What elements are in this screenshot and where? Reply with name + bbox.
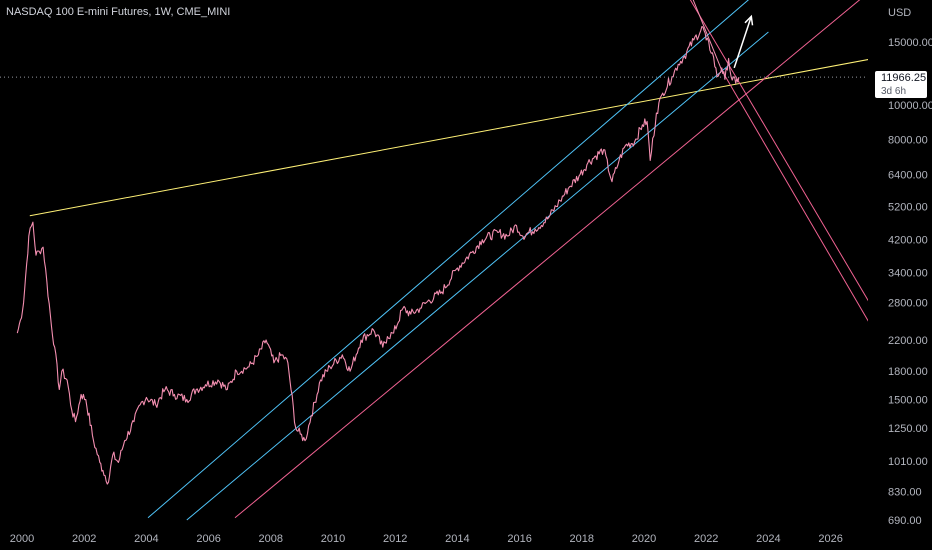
y-tick-label: 1250.00 bbox=[888, 423, 928, 435]
trend-line[interactable] bbox=[721, 70, 884, 347]
x-tick-label: 2008 bbox=[259, 533, 283, 545]
y-tick-label: 830.00 bbox=[888, 486, 922, 498]
trend-line[interactable] bbox=[689, 0, 723, 71]
y-tick-label: 1500.00 bbox=[888, 395, 928, 407]
x-axis[interactable]: 2000 2002 2004 2006 2008 2010 2012 2014 2016 2018… bbox=[10, 533, 843, 545]
y-axis-unit: USD bbox=[888, 7, 911, 19]
y-tick-label: 2200.00 bbox=[888, 335, 928, 347]
chart-title: NASDAQ 100 E-mini Futures, 1W, CME_MINI bbox=[6, 6, 231, 18]
y-tick-label: 690.00 bbox=[888, 515, 922, 527]
x-tick-label: 2022 bbox=[694, 533, 718, 545]
y-tick-label: 1010.00 bbox=[888, 456, 928, 468]
price-series-line bbox=[16, 25, 740, 485]
x-tick-label: 2018 bbox=[570, 533, 594, 545]
y-tick-label: 1800.00 bbox=[888, 366, 928, 378]
arrow-annotation[interactable] bbox=[733, 16, 753, 69]
arrow-head bbox=[744, 14, 754, 26]
x-tick-label: 2014 bbox=[445, 533, 469, 545]
trend-line[interactable] bbox=[147, 0, 768, 519]
x-tick-label: 2020 bbox=[632, 533, 656, 545]
trend-line[interactable] bbox=[186, 31, 769, 521]
price-series-layer bbox=[16, 25, 740, 485]
y-tick-label: 4200.00 bbox=[888, 235, 928, 247]
trend-line[interactable] bbox=[29, 56, 887, 217]
y-tick-label: 5200.00 bbox=[888, 202, 928, 214]
y-tick-label: 6400.00 bbox=[888, 169, 928, 181]
y-tick-label: 10000.00 bbox=[888, 100, 932, 112]
bar-countdown: 3d 6h bbox=[881, 86, 907, 97]
trend-line[interactable] bbox=[684, 0, 883, 327]
x-tick-label: 2006 bbox=[196, 533, 220, 545]
x-tick-label: 2024 bbox=[756, 533, 780, 545]
y-tick-label: 8000.00 bbox=[888, 135, 928, 147]
x-tick-label: 2016 bbox=[507, 533, 531, 545]
y-axis: 690.00 830.00 1010.00 1250.00 1500.00 1800.00… bbox=[888, 37, 932, 527]
x-tick-label: 2012 bbox=[383, 533, 407, 545]
y-tick-label: 15000.00 bbox=[888, 37, 932, 49]
x-tick-label: 2010 bbox=[321, 533, 345, 545]
x-tick-label: 2000 bbox=[10, 533, 34, 545]
drawing-layer[interactable] bbox=[29, 0, 887, 521]
current-price-label: 11966.25 3d 6h bbox=[875, 71, 927, 98]
y-tick-label: 3400.00 bbox=[888, 268, 928, 280]
y-tick-label: 2800.00 bbox=[888, 298, 928, 310]
x-tick-label: 2004 bbox=[134, 533, 158, 545]
x-tick-label: 2002 bbox=[72, 533, 96, 545]
current-price-value: 11966.25 bbox=[881, 72, 927, 84]
x-tick-label: 2026 bbox=[818, 533, 842, 545]
trend-line[interactable] bbox=[234, 0, 880, 519]
